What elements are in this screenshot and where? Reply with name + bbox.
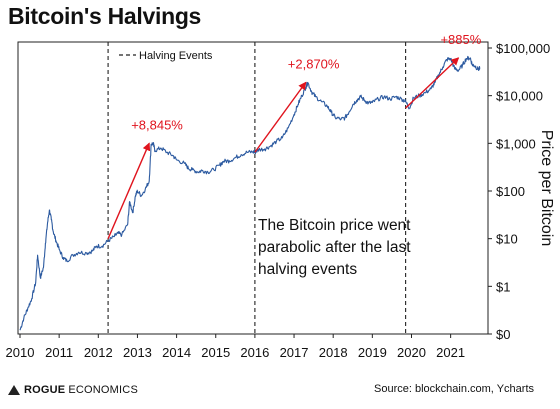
price-series [19,55,481,331]
x-tick-label-7: 2017 [280,345,309,360]
chart-title: Bitcoin's Halvings [8,3,202,29]
halving-lines [107,42,407,334]
x-tick-label-9: 2019 [358,345,387,360]
y-tick-label-6: $100,000 [496,41,550,56]
chart-note: The Bitcoin price went parabolic after t… [258,217,411,278]
legend-label: Halving Events [139,50,213,62]
y-tick-label-1: $1 [496,279,510,294]
x-tick-label-1: 2011 [45,345,73,360]
x-tick-label-5: 2015 [201,345,230,360]
y-tick-label-2: $10 [496,232,518,247]
x-tick-label-2: 2012 [84,345,113,360]
x-axis: 2010 2011 2012 2013 2014 2015 2016 2017 2018 2019… [6,334,465,360]
brand-name-light: ECONOMICS [68,384,138,396]
gain-arrow-3 [405,57,460,109]
gain-arrow-2 [254,81,307,153]
brand-logo: ROGUE ECONOMICS [8,384,138,396]
y-tick-label-0: $0 [496,327,510,342]
x-tick-label-0: 2010 [6,345,35,360]
y-axis-label: Price per Bitcoin [538,130,555,247]
x-tick-label-4: 2014 [162,345,191,360]
gain-label-1: +8,845% [131,117,183,132]
gain-arrow-1 [107,142,151,239]
source-note: Source: blockchain.com, Ycharts [374,383,534,395]
x-tick-label-6: 2016 [240,345,269,360]
plot-frame [17,41,489,335]
y-tick-label-4: $1,000 [496,136,536,151]
brand-name-strong: ROGUE [24,384,66,396]
price-line [19,55,481,331]
gain-annotations: +8,845% +2,870% +885% [107,32,482,239]
y-axis: $0 $1 $10 $100 $1,000 $10,000 $100,000 [488,41,550,342]
y-tick-label-5: $10,000 [496,89,543,104]
x-tick-label-11: 2021 [436,345,465,360]
x-tick-label-3: 2013 [123,345,152,360]
x-tick-label-8: 2018 [319,345,348,360]
gain-label-3: +885% [440,32,481,47]
x-tick-label-10: 2020 [397,345,426,360]
triangle-logo-icon [8,385,20,395]
gain-label-2: +2,870% [288,56,340,71]
legend: Halving Events [119,50,213,62]
y-tick-label-3: $100 [496,184,525,199]
